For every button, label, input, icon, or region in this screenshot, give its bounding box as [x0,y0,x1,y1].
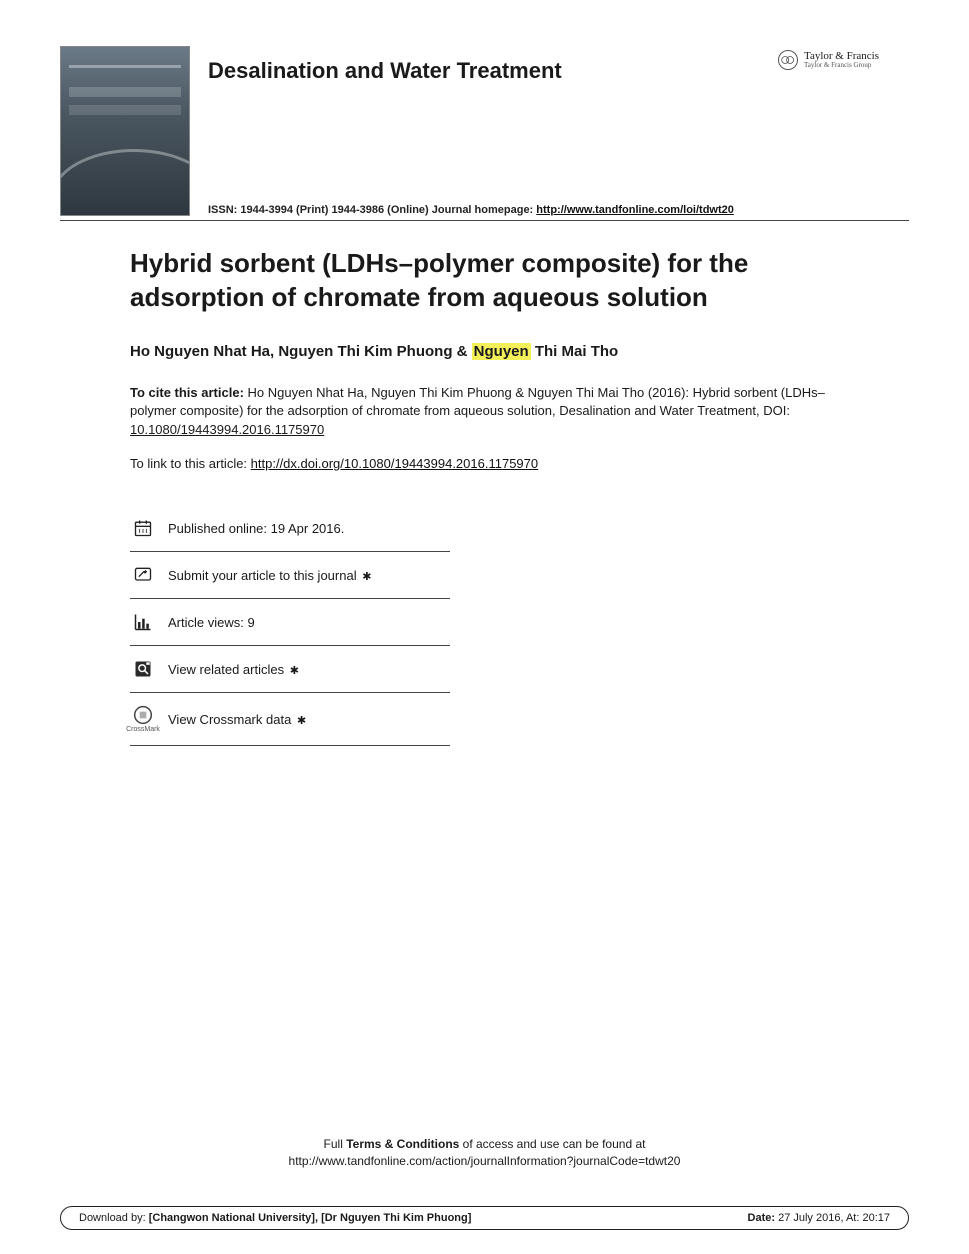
article-views-row: Article views: 9 [130,599,450,646]
link-lead: To link to this article: [130,456,251,471]
authors-suffix: Thi Mai Tho [531,343,619,360]
download-by-label: Download by: [79,1212,149,1224]
author-highlighted: Nguyen [472,343,531,360]
related-articles-icon [132,658,154,680]
issn-line: ISSN: 1944-3994 (Print) 1944-3986 (Onlin… [208,204,909,216]
bar-chart-icon [132,611,154,633]
crossmark-row[interactable]: CrossMark View Crossmark data ✱ [130,693,450,746]
download-by-entity: [Changwon National University], [Dr Nguy… [149,1212,472,1224]
journal-cover-thumbnail [60,46,190,216]
authors-prefix: Ho Nguyen Nhat Ha, Nguyen Thi Kim Phuong… [130,343,472,360]
calendar-icon [132,517,154,539]
related-articles-text: View related articles [168,662,284,677]
journal-homepage-link[interactable]: http://www.tandfonline.com/loi/tdwt20 [536,204,734,216]
article-actions: Published online: 19 Apr 2016. Submit yo… [130,511,450,746]
article-doi-link[interactable]: http://dx.doi.org/10.1080/19443994.2016.… [251,456,538,471]
terms-strong: Terms & Conditions [346,1137,459,1151]
terms-prefix: Full [324,1137,347,1151]
issn-text: ISSN: 1944-3994 (Print) 1944-3986 (Onlin… [208,204,536,216]
external-link-icon: ✱ [362,571,371,583]
cite-lead: To cite this article: [130,385,244,400]
external-link-icon: ✱ [297,715,306,727]
taylor-francis-icon [778,50,798,70]
external-link-icon: ✱ [290,665,299,677]
footer-terms: Full Terms & Conditions of access and us… [60,1136,909,1170]
publisher-subtitle: Taylor & Francis Group [804,62,879,70]
crossmark-icon: CrossMark [132,705,154,733]
download-date-value: 27 July 2016, At: 20:17 [778,1212,890,1224]
published-online-row: Published online: 19 Apr 2016. [130,511,450,552]
publisher-logo: Taylor & Francis Taylor & Francis Group [778,50,879,70]
article-authors: Ho Nguyen Nhat Ha, Nguyen Thi Kim Phuong… [130,343,849,360]
cite-doi: 10.1080/19443994.2016.1175970 [130,422,324,437]
submit-article-row[interactable]: Submit your article to this journal ✱ [130,552,450,599]
article-views-count: 9 [247,615,254,630]
crossmark-text: View Crossmark data [168,712,291,727]
download-info-bar: Download by: [Changwon National Universi… [60,1206,909,1230]
published-online-text: Published online: 19 Apr 2016. [168,521,344,536]
submit-article-text: Submit your article to this journal [168,568,357,583]
citation-block: To cite this article: Ho Nguyen Nhat Ha,… [130,384,849,441]
related-articles-row[interactable]: View related articles ✱ [130,646,450,693]
download-date-label: Date: [748,1212,779,1224]
article-views-label: Article views: [168,615,247,630]
article-link-line: To link to this article: http://dx.doi.o… [130,456,849,471]
terms-url[interactable]: http://www.tandfonline.com/action/journa… [60,1153,909,1170]
submit-icon [132,564,154,586]
terms-suffix: of access and use can be found at [459,1137,645,1151]
article-title: Hybrid sorbent (LDHs–polymer composite) … [130,247,849,315]
